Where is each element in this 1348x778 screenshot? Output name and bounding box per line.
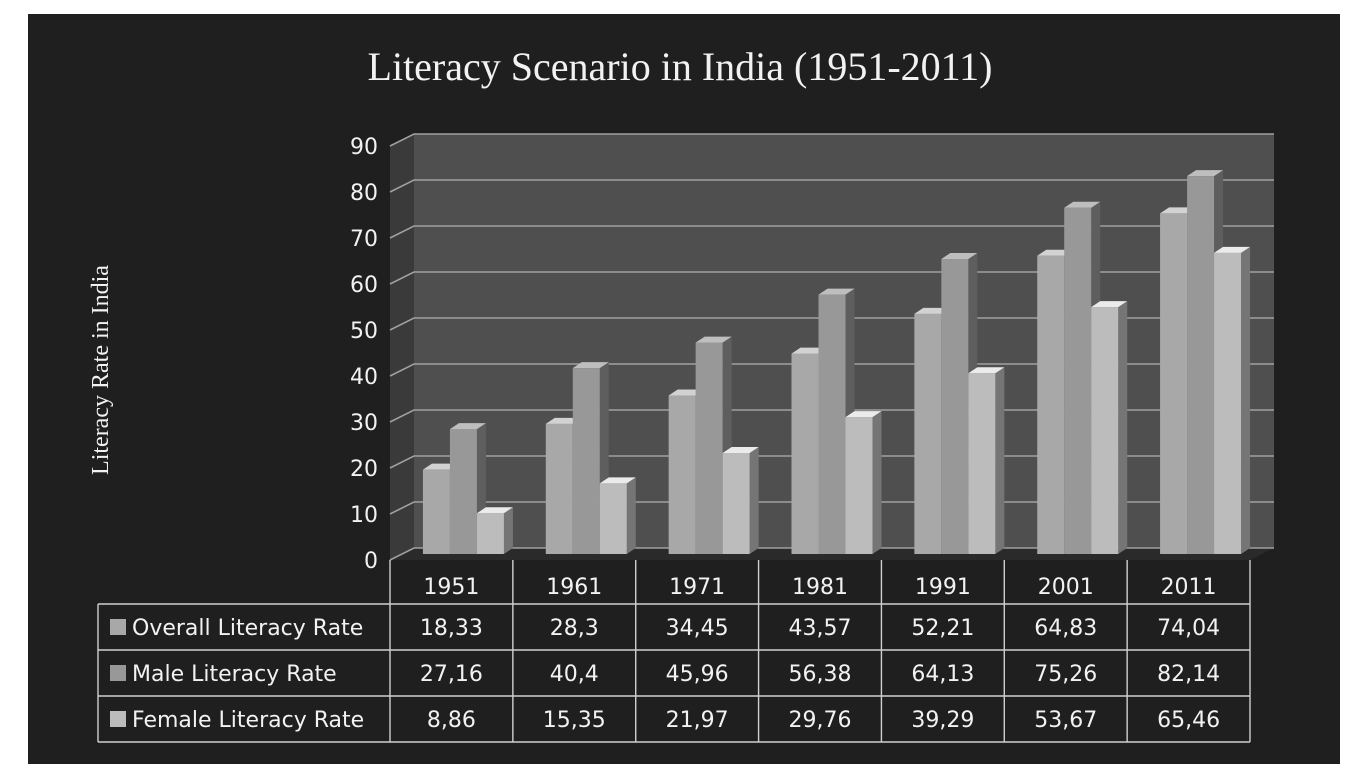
bar <box>545 423 573 554</box>
series-name: Female Literacy Rate <box>132 708 364 733</box>
bar-side <box>995 367 1005 554</box>
bar <box>1214 252 1242 554</box>
x-tick-label: 1991 <box>915 575 971 600</box>
gridline <box>389 225 1274 239</box>
data-label: 65,46 <box>1157 708 1220 733</box>
bar <box>449 429 477 554</box>
bar-top <box>449 423 486 430</box>
bar <box>845 417 873 554</box>
bar <box>722 452 750 554</box>
y-tick-label: 0 <box>364 549 378 574</box>
x-tick-label: 2001 <box>1038 575 1094 600</box>
bar <box>791 353 819 554</box>
bar-side <box>626 477 636 554</box>
y-tick-label: 30 <box>350 411 378 436</box>
data-label: 75,26 <box>1034 662 1097 687</box>
data-label: 56,38 <box>789 662 852 687</box>
legend-swatch <box>110 619 126 635</box>
gridline <box>389 133 1274 147</box>
data-label: 28,3 <box>550 616 599 641</box>
data-label: 29,76 <box>789 708 852 733</box>
data-label: 15,35 <box>543 708 606 733</box>
bar <box>1187 176 1215 554</box>
side-wall <box>390 134 414 560</box>
data-label: 45,96 <box>666 662 729 687</box>
bar <box>572 368 600 554</box>
bar <box>1091 307 1119 554</box>
gridline <box>389 363 1274 377</box>
legend-swatch <box>110 711 126 727</box>
data-label: 18,33 <box>420 616 483 641</box>
bar-top <box>695 336 732 343</box>
gridline <box>389 317 1274 331</box>
gridline <box>389 179 1274 193</box>
bar-side <box>749 446 759 554</box>
legend-swatch <box>110 665 126 681</box>
bar <box>1160 213 1188 554</box>
bar-side <box>503 507 513 554</box>
x-tick-label: 1981 <box>792 575 848 600</box>
data-label: 64,83 <box>1034 616 1097 641</box>
y-tick-label: 60 <box>350 273 378 298</box>
bar <box>1037 255 1065 555</box>
bar <box>599 483 627 554</box>
bar <box>668 395 696 554</box>
bar <box>818 294 846 554</box>
data-label: 21,97 <box>666 708 729 733</box>
bar-top <box>968 367 1005 374</box>
bar <box>941 259 969 554</box>
gridline <box>389 271 1274 285</box>
y-tick-label: 20 <box>350 457 378 482</box>
x-tick-label: 1951 <box>423 575 479 600</box>
data-label: 39,29 <box>911 708 974 733</box>
x-tick-label: 1961 <box>546 575 602 600</box>
data-label: 53,67 <box>1034 708 1097 733</box>
data-label: 8,86 <box>427 708 476 733</box>
y-tick-label: 80 <box>350 181 378 206</box>
y-tick-label: 40 <box>350 365 378 390</box>
bar-top <box>572 362 609 369</box>
y-tick-label: 90 <box>350 135 378 160</box>
bar-top <box>1187 170 1224 177</box>
y-tick-label: 10 <box>350 503 378 528</box>
chart-frame: Literacy Scenario in India (1951-2011) L… <box>28 14 1340 764</box>
bar-top <box>476 507 513 514</box>
data-label: 52,21 <box>911 616 974 641</box>
data-label: 74,04 <box>1157 616 1220 641</box>
bar <box>968 373 996 554</box>
data-label: 27,16 <box>420 662 483 687</box>
data-table: 1951 1961 1971 1981 1991 2001 2011 Overall Lite… <box>97 560 1251 743</box>
bar-top <box>722 446 759 453</box>
series-name: Overall Literacy Rate <box>132 616 363 641</box>
bar <box>1064 207 1092 554</box>
bar-top <box>1091 301 1128 308</box>
bar-top <box>818 288 855 295</box>
bar <box>476 513 504 554</box>
bar <box>914 313 942 554</box>
bar-top <box>1214 246 1251 253</box>
x-tick-label: 2011 <box>1161 575 1217 600</box>
plot-area: 0 10 20 30 40 50 60 70 80 90 <box>350 133 1274 574</box>
bar <box>422 469 450 554</box>
data-label: 43,57 <box>789 616 852 641</box>
data-label: 82,14 <box>1157 662 1220 687</box>
x-tick-label: 1971 <box>669 575 725 600</box>
data-label: 40,4 <box>550 662 599 687</box>
bar-top <box>941 253 978 260</box>
bar <box>695 342 723 554</box>
bar-top <box>1064 201 1101 208</box>
y-tick-label: 50 <box>350 319 378 344</box>
bar-top <box>845 411 882 418</box>
chart-svg: Literacy Scenario in India (1951-2011) L… <box>88 44 1274 743</box>
series-name: Male Literacy Rate <box>132 662 337 687</box>
y-axis-label: Literacy Rate in India <box>88 265 114 475</box>
bar-side <box>872 411 882 554</box>
bar-side <box>1118 301 1128 554</box>
bar-top <box>599 477 636 484</box>
bar-side <box>1241 246 1251 554</box>
data-label: 34,45 <box>666 616 729 641</box>
data-label: 64,13 <box>911 662 974 687</box>
y-tick-label: 70 <box>350 227 378 252</box>
chart-title: Literacy Scenario in India (1951-2011) <box>368 44 993 89</box>
